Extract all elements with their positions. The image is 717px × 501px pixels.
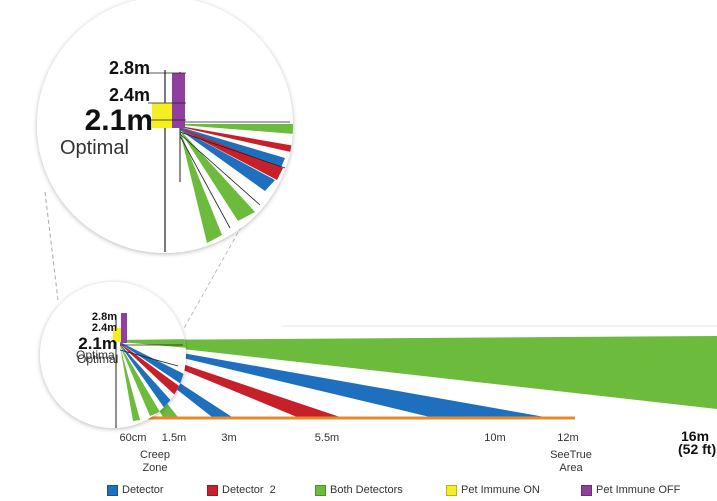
large-optimal-label: Optimal (60, 137, 129, 159)
seetrue-area-line2: Area (559, 462, 583, 474)
large-height-2-8m: 2.8m (109, 58, 150, 78)
small-optimal-label-2: Optimal (77, 352, 118, 366)
beam-detector-10-12m (120, 342, 545, 417)
dist-5-5m: 5.5m (315, 432, 339, 444)
small-optimal-label-1: Optimal (76, 348, 117, 362)
dist-60cm: 60cm (120, 432, 147, 444)
legend-item-pet-immune-off: Pet Immune OFF (581, 484, 680, 496)
large-pet-immune-on-bar (152, 103, 172, 128)
detection-coverage-diagram: 2.8m 2.4m 2.1m Optimal Optimal 2.8m 2.4m… (37, 0, 717, 474)
small-pet-immune-off-bar (121, 313, 127, 343)
creep-zone-line1: Creep (140, 449, 170, 461)
small-zoom-circle (40, 282, 186, 428)
legend-label-pet-immune-on: Pet Immune ON (461, 484, 540, 496)
small-height-2-4m: 2.4m (92, 322, 117, 334)
zoom-connector-left (44, 191, 59, 301)
large-zoom-circle (37, 0, 293, 253)
legend-label-detector: Detector (122, 484, 164, 496)
small-height-2-1m: 2.1m (78, 334, 117, 353)
legend-swatch-both-detectors (315, 484, 326, 496)
legend-swatch-pet-immune-off (581, 484, 592, 496)
legend-item-pet-immune-on: Pet Immune ON (446, 484, 540, 496)
legend-swatch-pet-immune-on (446, 484, 457, 496)
legend: Detector Detector 2 Both Detectors Pet I… (0, 484, 717, 500)
small-height-2-8m: 2.8m (92, 311, 117, 323)
legend-swatch-detector (107, 484, 118, 496)
large-pet-immune-off-bar (172, 73, 185, 128)
small-pet-immune-on-bar (113, 328, 121, 342)
dist-52ft: (52 ft) (678, 441, 716, 457)
creep-zone-line2: Zone (142, 462, 167, 474)
legend-item-detector: Detector (107, 484, 164, 496)
beam-both-detectors-long (120, 336, 717, 409)
legend-label-detector-2: Detector 2 (222, 484, 276, 496)
zoom-connector-right (182, 189, 263, 331)
dist-3m: 3m (221, 432, 236, 444)
large-height-2-1m: 2.1m (85, 104, 153, 137)
large-height-2-4m: 2.4m (109, 85, 150, 105)
dist-1-5m: 1.5m (162, 432, 186, 444)
legend-label-pet-immune-off: Pet Immune OFF (596, 484, 681, 496)
dist-10m: 10m (484, 432, 505, 444)
seetrue-area-line1: SeeTrue (550, 449, 592, 461)
legend-item-detector-2: Detector 2 (207, 484, 276, 496)
distance-axis-labels: 60cm 1.5m 3m 5.5m 10m 12m 16m (52 ft) Cr… (120, 428, 717, 474)
main-side-view (111, 308, 717, 420)
legend-item-both-detectors: Both Detectors (315, 484, 403, 496)
dist-12m: 12m (557, 432, 578, 444)
legend-label-both-detectors: Both Detectors (330, 484, 403, 496)
legend-swatch-detector-2 (207, 484, 218, 496)
dist-16m: 16m (681, 428, 709, 444)
